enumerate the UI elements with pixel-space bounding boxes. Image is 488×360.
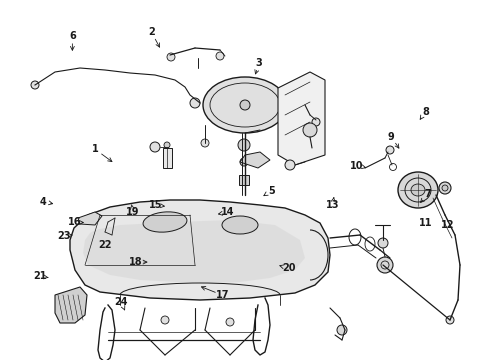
Circle shape xyxy=(240,100,249,110)
Circle shape xyxy=(438,182,450,194)
Polygon shape xyxy=(278,72,325,165)
Text: 14: 14 xyxy=(220,207,234,217)
Ellipse shape xyxy=(143,212,186,232)
Text: 22: 22 xyxy=(98,240,112,250)
Text: 20: 20 xyxy=(281,263,295,273)
Circle shape xyxy=(31,81,39,89)
Text: 11: 11 xyxy=(418,218,431,228)
Text: 8: 8 xyxy=(421,107,428,117)
Polygon shape xyxy=(83,220,305,283)
Text: 6: 6 xyxy=(69,31,76,41)
Circle shape xyxy=(311,118,319,126)
Circle shape xyxy=(377,238,387,248)
Text: 15: 15 xyxy=(148,200,162,210)
Text: 17: 17 xyxy=(215,290,229,300)
Text: 9: 9 xyxy=(387,132,394,142)
Circle shape xyxy=(167,53,175,61)
Circle shape xyxy=(238,139,249,151)
Polygon shape xyxy=(239,175,248,185)
Circle shape xyxy=(336,325,346,335)
Circle shape xyxy=(163,142,170,148)
Polygon shape xyxy=(70,200,329,300)
Text: 21: 21 xyxy=(33,271,47,282)
Circle shape xyxy=(150,142,160,152)
Text: 18: 18 xyxy=(129,257,142,267)
Text: 7: 7 xyxy=(424,189,430,199)
Circle shape xyxy=(190,98,200,108)
Circle shape xyxy=(441,185,447,191)
Circle shape xyxy=(285,160,294,170)
Ellipse shape xyxy=(203,77,286,133)
Circle shape xyxy=(385,146,393,154)
Circle shape xyxy=(225,318,234,326)
Text: 16: 16 xyxy=(67,217,81,228)
Polygon shape xyxy=(55,287,87,323)
Ellipse shape xyxy=(397,172,437,208)
Polygon shape xyxy=(163,148,172,168)
Ellipse shape xyxy=(410,184,424,196)
Polygon shape xyxy=(78,212,102,225)
Ellipse shape xyxy=(222,216,258,234)
Text: 10: 10 xyxy=(349,161,363,171)
Text: 13: 13 xyxy=(325,200,339,210)
Circle shape xyxy=(376,257,392,273)
Circle shape xyxy=(201,139,208,147)
Text: 19: 19 xyxy=(126,207,140,217)
Circle shape xyxy=(240,158,247,166)
Polygon shape xyxy=(240,152,269,168)
Text: 12: 12 xyxy=(440,220,453,230)
Circle shape xyxy=(216,52,224,60)
Circle shape xyxy=(303,123,316,137)
Text: 5: 5 xyxy=(267,186,274,196)
Circle shape xyxy=(161,316,169,324)
Text: 2: 2 xyxy=(148,27,155,37)
Text: 24: 24 xyxy=(114,297,128,307)
Circle shape xyxy=(445,316,453,324)
Text: 23: 23 xyxy=(57,231,70,241)
Text: 1: 1 xyxy=(92,144,99,154)
Text: 4: 4 xyxy=(40,197,46,207)
Text: 3: 3 xyxy=(255,58,262,68)
